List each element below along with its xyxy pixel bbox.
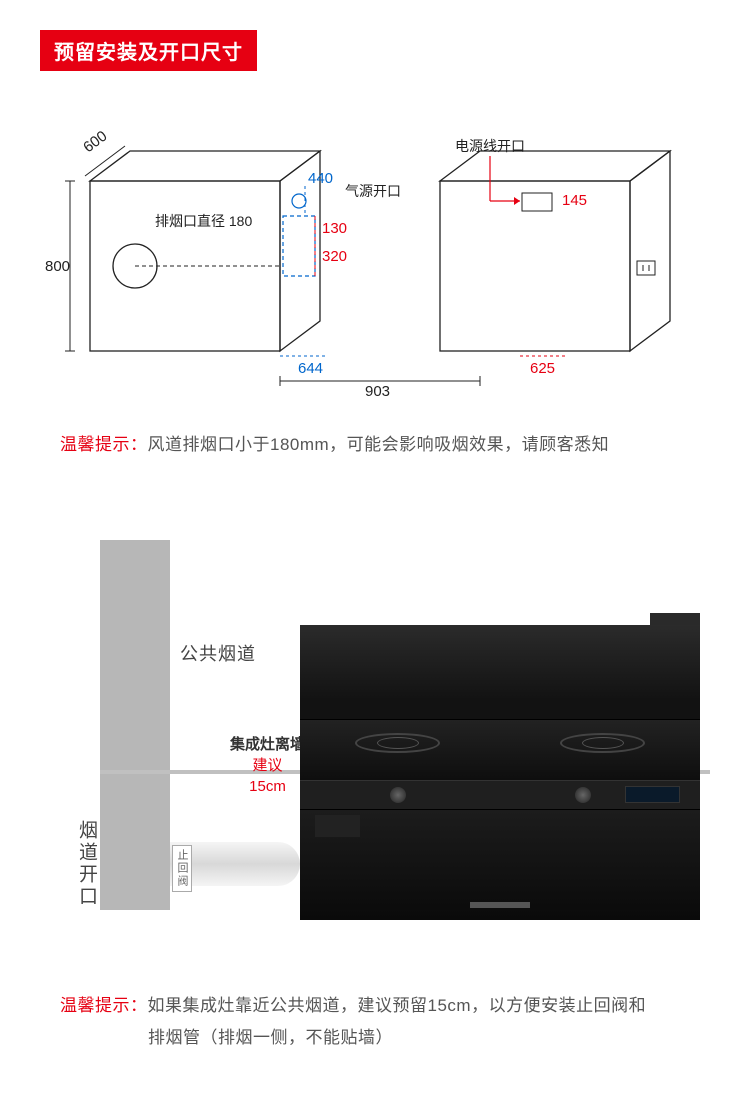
- dim-320: 320: [322, 248, 347, 265]
- stove-hood: [300, 625, 700, 720]
- stove-brand-plate: [315, 815, 360, 837]
- knob-right: [575, 787, 591, 803]
- gas-opening-label: 气源开口: [345, 183, 401, 199]
- note2-body: 如果集成灶靠近公共烟道，建议预留15cm，以方便安装止回阀和: [148, 996, 647, 1015]
- dim-903: 903: [365, 383, 390, 400]
- note-2: 温馨提示：如果集成灶靠近公共烟道，建议预留15cm，以方便安装止回阀和 排烟管（…: [60, 990, 690, 1055]
- integrated-stove: [300, 625, 700, 920]
- stove-oven: [300, 810, 700, 920]
- dim-644: 644: [298, 360, 323, 377]
- dim-625: 625: [530, 360, 555, 377]
- distance-value: 15cm: [230, 776, 305, 797]
- section-header: 预留安装及开口尺寸: [40, 30, 257, 71]
- flue-opening-label: 烟道开口: [73, 820, 100, 908]
- exhaust-dia-label: 排烟口直径 180: [155, 213, 252, 229]
- dim-600: 600: [80, 128, 110, 157]
- note1-body: 风道排烟口小于180mm，可能会影响吸烟效果，请顾客悉知: [148, 435, 610, 454]
- stove-cooktop: [300, 720, 700, 780]
- burner-left: [355, 733, 440, 753]
- note2-cont: 排烟管（排烟一侧，不能贴墙）: [148, 1022, 690, 1054]
- note2-tag: 温馨提示：: [60, 996, 148, 1015]
- distance-advice: 建议: [230, 755, 305, 776]
- note1-tag: 温馨提示：: [60, 435, 148, 454]
- dim-440: 440: [308, 170, 333, 187]
- dim-130: 130: [322, 220, 347, 237]
- knob-left: [390, 787, 406, 803]
- public-flue-block: [100, 540, 170, 910]
- dim-800: 800: [45, 258, 70, 275]
- stove-display: [625, 786, 680, 803]
- dim-145: 145: [562, 192, 587, 209]
- diagram-svg: 600 800 排烟口直径 180 440 气源开口 130 320 644 9…: [40, 121, 710, 401]
- note-1: 温馨提示：风道排烟口小于180mm，可能会影响吸烟效果，请顾客悉知: [60, 431, 690, 460]
- distance-title: 集成灶离墙: [230, 734, 305, 755]
- distance-label: 集成灶离墙 建议 15cm: [230, 734, 305, 797]
- power-opening-label: 电源线开口: [455, 138, 525, 154]
- flue-clearance-diagram: 止回阀 烟道开口 公共烟道 集成灶离墙 建议 15cm: [40, 540, 710, 970]
- installation-diagram: 600 800 排烟口直径 180 440 气源开口 130 320 644 9…: [40, 121, 710, 401]
- public-flue-label: 公共烟道: [180, 640, 256, 666]
- burner-right: [560, 733, 645, 753]
- valve-label: 止回阀: [172, 845, 192, 892]
